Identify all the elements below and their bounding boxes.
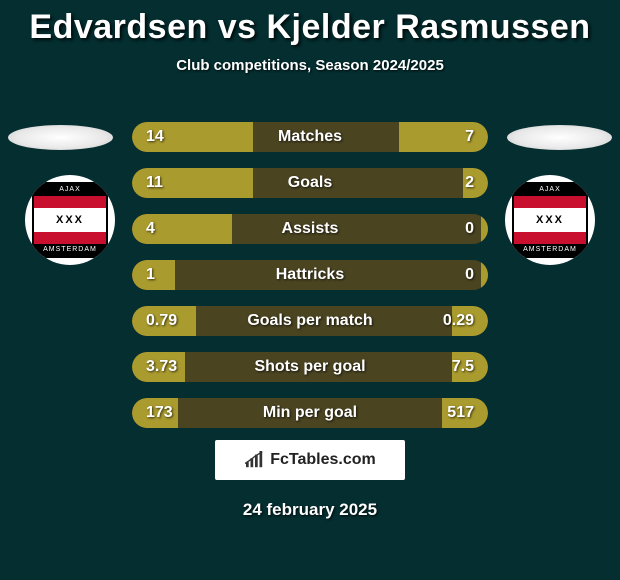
comparison-date: 24 february 2025 <box>0 500 620 520</box>
badge-bottom-text-right: AMSTERDAM <box>514 244 586 256</box>
stat-row: 0.790.29Goals per match <box>132 306 488 336</box>
brand-box: FcTables.com <box>215 440 405 480</box>
stat-label: Hattricks <box>132 260 488 290</box>
stat-bar-left <box>132 214 232 244</box>
stat-bar-right <box>452 352 488 382</box>
stat-bar-left <box>132 260 175 290</box>
stat-bar-left <box>132 306 196 336</box>
stat-row: 3.737.5Shots per goal <box>132 352 488 382</box>
stat-label: Min per goal <box>132 398 488 428</box>
badge-top-text-right: AJAX <box>514 184 586 196</box>
badge-bottom-text-left: AMSTERDAM <box>34 244 106 256</box>
stat-bar-right <box>481 260 488 290</box>
comparison-subtitle: Club competitions, Season 2024/2025 <box>0 57 620 74</box>
stat-bar-right <box>399 122 488 152</box>
stat-row: 40Assists <box>132 214 488 244</box>
stat-bar-left <box>132 122 253 152</box>
comparison-title: Edvardsen vs Kjelder Rasmussen <box>0 0 620 47</box>
stat-row: 173517Min per goal <box>132 398 488 428</box>
stat-value-right: 0 <box>465 260 474 290</box>
stat-bar-right <box>481 214 488 244</box>
stat-row: 10Hattricks <box>132 260 488 290</box>
stat-bar-right <box>442 398 488 428</box>
stat-value-right: 0 <box>465 214 474 244</box>
badge-top-text-left: AJAX <box>34 184 106 196</box>
player-shadow-right <box>507 125 612 150</box>
stat-bar-right <box>452 306 488 336</box>
chart-icon <box>244 451 266 469</box>
stat-bar-left <box>132 398 178 428</box>
club-badge-right: AJAX XXX AMSTERDAM <box>505 175 595 265</box>
club-badge-left: AJAX XXX AMSTERDAM <box>25 175 115 265</box>
stat-label: Shots per goal <box>132 352 488 382</box>
stat-row: 147Matches <box>132 122 488 152</box>
stat-bar-right <box>463 168 488 198</box>
player-shadow-left <box>8 125 113 150</box>
badge-mid-text-right: XXX <box>536 214 564 226</box>
stats-container: 147Matches 112Goals 40Assists 10Hattricks 0.… <box>132 122 488 444</box>
brand-text: FcTables.com <box>270 451 376 469</box>
stat-bar-left <box>132 352 185 382</box>
badge-mid-text-left: XXX <box>56 214 84 226</box>
stat-row: 112Goals <box>132 168 488 198</box>
stat-bar-left <box>132 168 253 198</box>
